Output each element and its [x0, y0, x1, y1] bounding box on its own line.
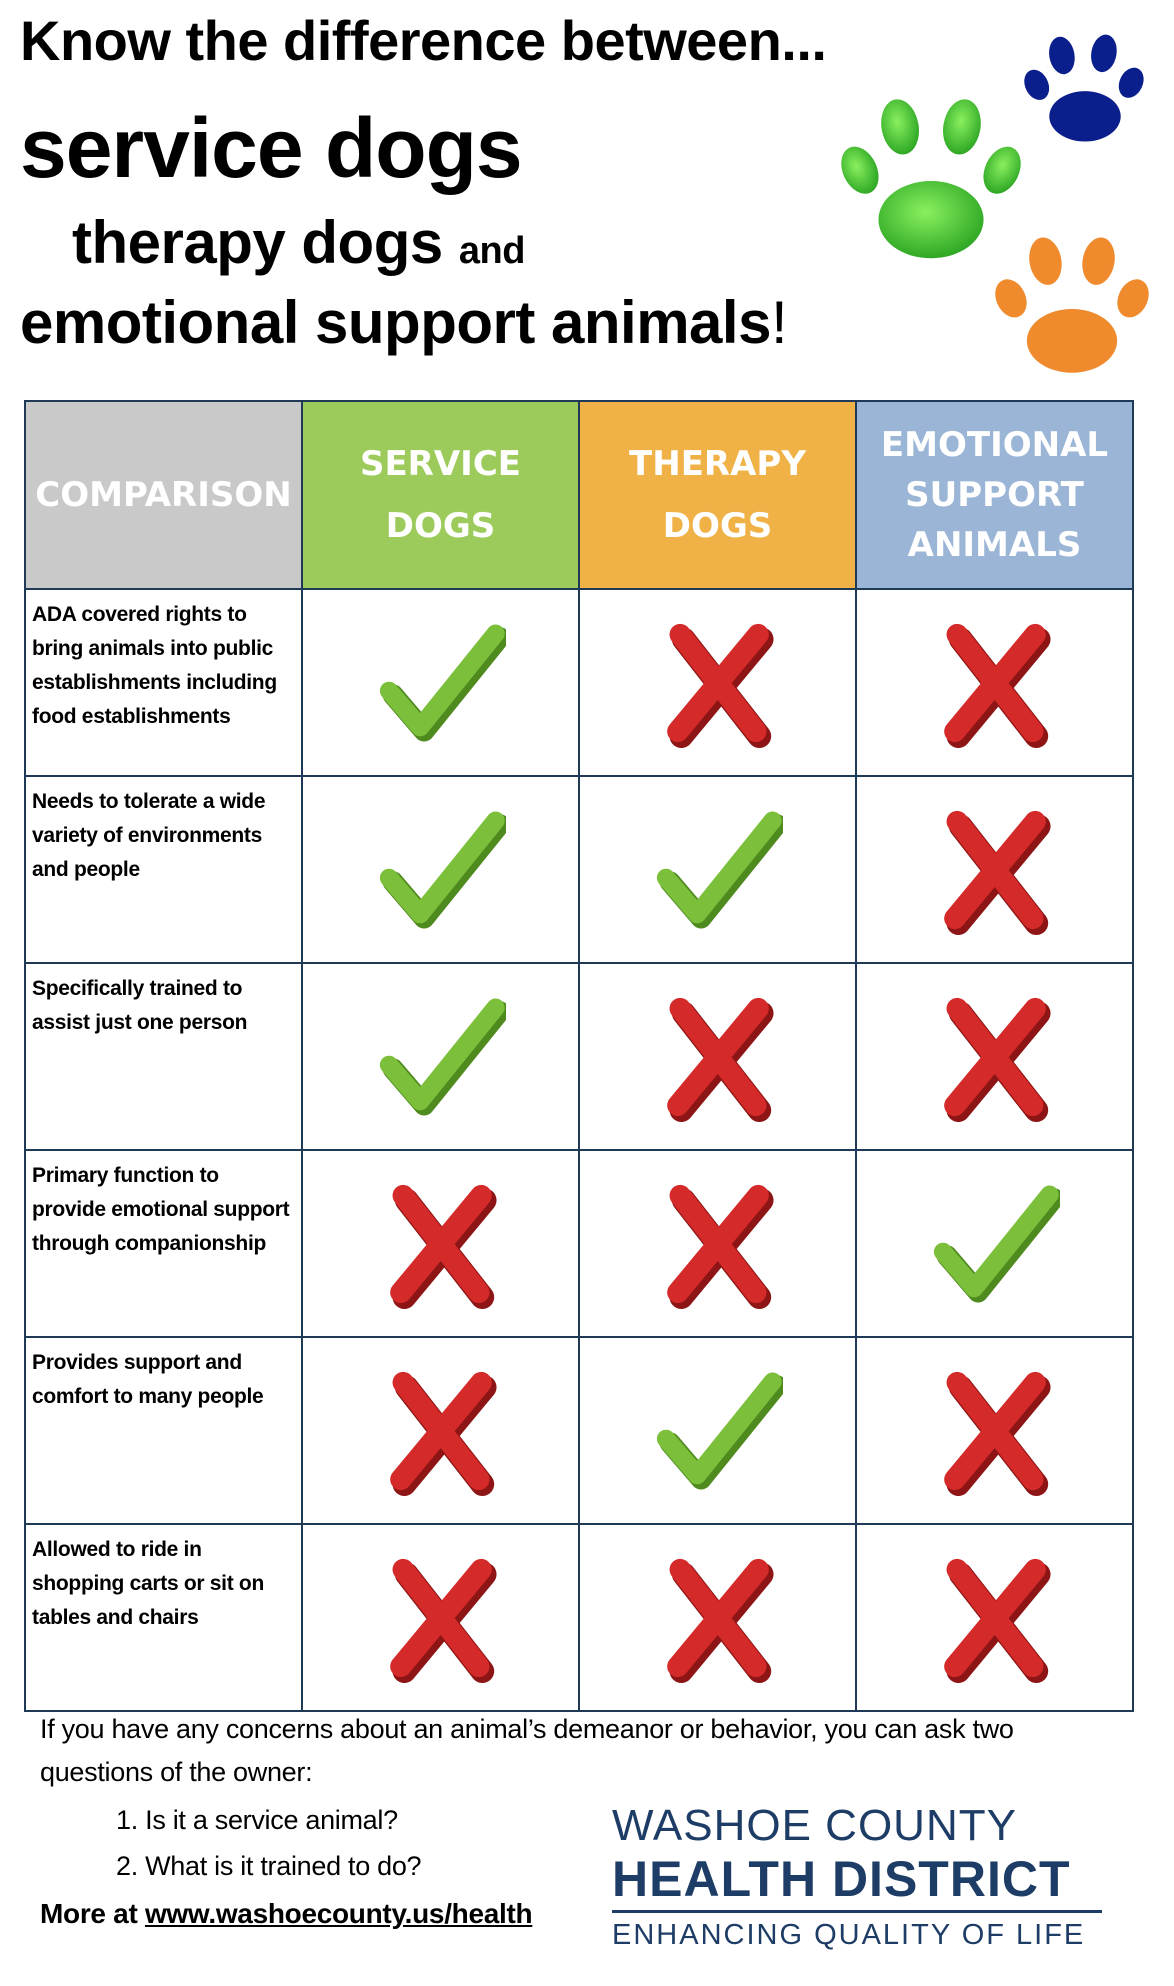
question-1: 1. Is it a service animal?: [116, 1805, 398, 1835]
more-info-prefix: More at: [40, 1898, 145, 1929]
cross-mark-icon: [389, 1558, 497, 1683]
row-label: ADA covered rights to bring animals into…: [24, 588, 303, 777]
table-header-row: COMPARISON SERVICE DOGS THERAPY DOGS EMO…: [24, 400, 1134, 590]
header-esa-line-2: SUPPORT: [905, 475, 1084, 515]
service-cross-icon: [301, 1523, 580, 1712]
comparison-table: COMPARISON SERVICE DOGS THERAPY DOGS EMO…: [24, 400, 1134, 1712]
esa-cross-icon: [855, 1336, 1134, 1525]
service-cross-icon: [301, 1336, 580, 1525]
check-mark-icon: [656, 811, 783, 928]
blue-paw-icon: [1024, 34, 1144, 142]
esa-cross-icon: [855, 588, 1134, 777]
washoe-county-logo: WASHOE COUNTY HEALTH DISTRICT ENHANCING …: [612, 1800, 1102, 1952]
headline-esa-main: emotional support animals: [20, 289, 771, 356]
headline-and: and: [458, 230, 526, 272]
header-esa-line-1: EMOTIONAL: [880, 425, 1109, 465]
header-therapy-line-1: THERAPY: [629, 444, 806, 484]
headline-esa: emotional support animals!: [20, 288, 788, 357]
header-comparison: COMPARISON: [24, 400, 303, 590]
row-label: Allowed to ride in shopping carts or sit…: [24, 1523, 303, 1712]
check-mark-icon: [379, 998, 506, 1115]
header-esa-line-3: ANIMALS: [907, 525, 1082, 565]
cross-mark-icon: [389, 1371, 497, 1496]
row-label: Provides support and comfort to many peo…: [24, 1336, 303, 1525]
orange-paw-icon: [995, 237, 1149, 373]
concerns-paragraph: If you have any concerns about an animal…: [40, 1714, 1014, 1787]
service-cross-icon: [301, 1149, 580, 1338]
headline-exclamation: !: [770, 289, 788, 356]
therapy-cross-icon: [578, 1523, 857, 1712]
more-info: More at www.washoecounty.us/health: [40, 1898, 533, 1930]
headline-therapy-main: therapy dogs: [72, 209, 443, 276]
headline-therapy-dogs: therapy dogs and: [72, 208, 525, 277]
table-row: Needs to tolerate a wide variety of envi…: [24, 775, 1134, 964]
cross-mark-icon: [943, 623, 1051, 748]
cross-mark-icon: [389, 1184, 497, 1309]
therapy-cross-icon: [578, 962, 857, 1151]
table-row: Specifically trained to assist just one …: [24, 962, 1134, 1151]
service-check-icon: [301, 962, 580, 1151]
row-label: Primary function to provide emotional su…: [24, 1149, 303, 1338]
service-check-icon: [301, 775, 580, 964]
esa-cross-icon: [855, 962, 1134, 1151]
check-mark-icon: [379, 624, 506, 741]
headline-line-1: Know the difference between...: [20, 9, 827, 72]
question-2: 2. What is it trained to do?: [116, 1851, 422, 1881]
esa-cross-icon: [855, 775, 1134, 964]
green-paw-icon: [841, 99, 1021, 259]
header-service-line-2: DOGS: [385, 506, 496, 546]
table-row: Primary function to provide emotional su…: [24, 1149, 1134, 1338]
table-row: ADA covered rights to bring animals into…: [24, 588, 1134, 777]
service-check-icon: [301, 588, 580, 777]
logo-line-2: HEALTH DISTRICT: [612, 1851, 1071, 1907]
headline-service-dogs: service dogs: [20, 101, 523, 195]
logo-tagline: ENHANCING QUALITY OF LIFE: [612, 1919, 1086, 1951]
logo-line-1: WASHOE COUNTY: [612, 1801, 1017, 1850]
row-label: Needs to tolerate a wide variety of envi…: [24, 775, 303, 964]
esa-check-icon: [855, 1149, 1134, 1338]
therapy-cross-icon: [578, 588, 857, 777]
cross-mark-icon: [666, 1558, 774, 1683]
header-service-dogs: SERVICE DOGS: [301, 400, 580, 590]
header-therapy-line-2: DOGS: [662, 506, 773, 546]
check-mark-icon: [379, 811, 506, 928]
row-label: Specifically trained to assist just one …: [24, 962, 303, 1151]
logo-divider: [612, 1910, 1102, 1913]
cross-mark-icon: [943, 997, 1051, 1122]
cross-mark-icon: [943, 1371, 1051, 1496]
check-mark-icon: [933, 1185, 1060, 1302]
cross-mark-icon: [666, 997, 774, 1122]
cross-mark-icon: [666, 623, 774, 748]
health-website-link[interactable]: www.washoecounty.us/health: [144, 1898, 533, 1929]
check-mark-icon: [656, 1372, 783, 1489]
header-comparison-label: COMPARISON: [35, 475, 292, 515]
cross-mark-icon: [943, 810, 1051, 935]
therapy-check-icon: [578, 775, 857, 964]
table-row: Provides support and comfort to many peo…: [24, 1336, 1134, 1525]
header-service-line-1: SERVICE: [359, 444, 522, 484]
therapy-cross-icon: [578, 1149, 857, 1338]
esa-cross-icon: [855, 1523, 1134, 1712]
cross-mark-icon: [666, 1184, 774, 1309]
table-row: Allowed to ride in shopping carts or sit…: [24, 1523, 1134, 1712]
cross-mark-icon: [943, 1558, 1051, 1683]
header-therapy-dogs: THERAPY DOGS: [578, 400, 857, 590]
header-emotional-support-animals: EMOTIONAL SUPPORT ANIMALS: [855, 400, 1134, 590]
therapy-check-icon: [578, 1336, 857, 1525]
